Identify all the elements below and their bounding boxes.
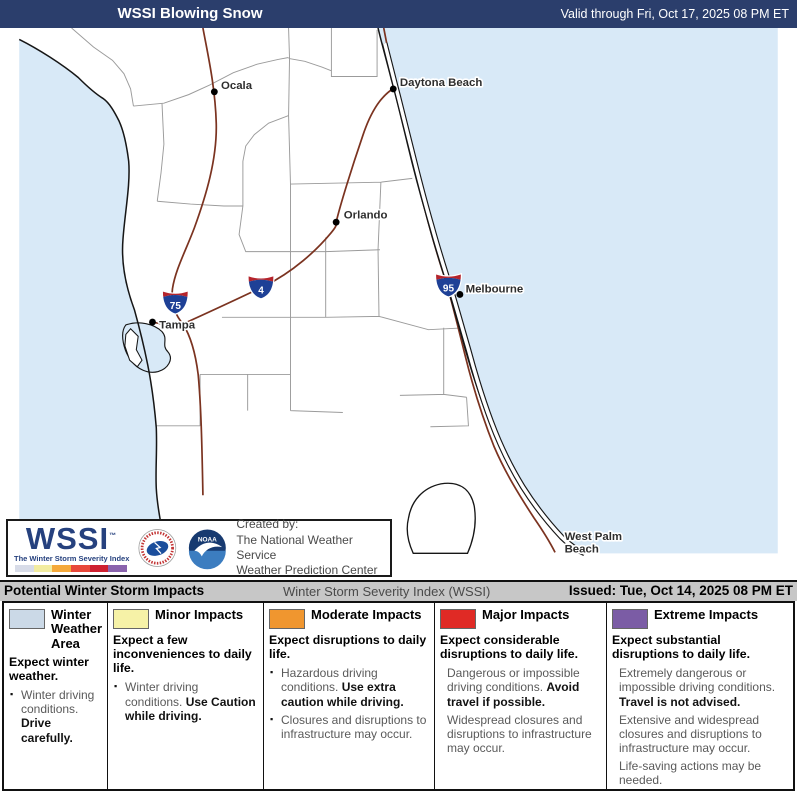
severity-color-3 <box>71 565 90 573</box>
page-title: WSSI Blowing Snow <box>117 5 263 22</box>
legend-bullet: Extremely dangerous or impossible drivin… <box>619 666 776 709</box>
lake-okeechobee <box>406 482 476 555</box>
legend-title: Extreme Impacts <box>654 607 759 622</box>
legend-col-minor-impacts: Minor Impacts Expect a few inconvenience… <box>108 603 264 789</box>
noaa-logo-icon: NOAA <box>188 529 226 570</box>
credit-box: WSSI™ The Winter Storm Severity Index NO… <box>6 517 392 578</box>
legend-title: Winter Weather Area <box>51 607 103 651</box>
wssi-logo: WSSI™ The Winter Storm Severity Index <box>14 520 130 573</box>
credit-line-3: Weather Prediction Center <box>236 563 378 578</box>
nws-logo-icon <box>138 529 177 567</box>
legend-bullet: Extensive and widespread closures and di… <box>619 712 762 756</box>
legend-intro: Expect substantial disruptions to daily … <box>612 633 751 662</box>
title-bar: WSSI Blowing Snow Valid through Fri, Oct… <box>0 0 797 28</box>
legend-header: Extreme Impacts <box>609 606 791 630</box>
bullet-marker: ▪ <box>270 713 274 724</box>
extreme-impacts-swatch <box>612 609 648 629</box>
pinellas-peninsula <box>124 327 143 368</box>
legend-bullet: ▪ Closures and disruptions to infrastruc… <box>270 712 427 741</box>
shield-i4-number: 4 <box>258 286 264 297</box>
legend-title: Major Impacts <box>482 607 570 622</box>
legend-header: Minor Impacts <box>110 606 261 630</box>
city-dot-daytona-beach <box>389 85 397 93</box>
shield-i95-number: 95 <box>443 284 455 295</box>
gulf-coastline <box>18 38 167 554</box>
severity-color-1 <box>33 565 53 573</box>
wssi-wordmark: WSSI™ <box>25 520 117 556</box>
status-bar: Potential Winter Storm Impacts Winter St… <box>0 580 797 601</box>
severity-color-0 <box>15 565 34 573</box>
legend-bullet: Life-saving actions may be needed. <box>619 759 762 788</box>
severity-color-2 <box>52 565 72 573</box>
legend-intro: Expect considerable disruptions to daily… <box>440 633 579 662</box>
city-dot-melbourne <box>456 291 464 298</box>
legend-header: Moderate Impacts <box>266 606 432 630</box>
city-markers: Ocala Daytona Beach Orlando Melbourne Ta… <box>149 75 624 557</box>
noaa-logo-text: NOAA <box>197 537 216 544</box>
legend-header: Winter Weather Area <box>6 606 105 652</box>
city-dot-orlando <box>332 218 340 226</box>
legend-intro: Expect disruptions to daily life. <box>269 633 427 662</box>
severity-color-4 <box>89 565 109 573</box>
city-label-west-palm-beach-1: West Palm <box>565 531 622 543</box>
legend-bullet: Dangerous or impossible driving conditio… <box>447 666 580 709</box>
shield-i75-number: 75 <box>170 301 182 312</box>
status-bar-subtitle: Winter Storm Severity Index (WSSI) <box>283 584 491 599</box>
legend-bullet: ▪ Hazardous driving conditions. Use extr… <box>270 666 404 709</box>
wssi-tagline: The Winter Storm Severity Index <box>14 554 130 564</box>
credit-text: Created by: The National Weather Service… <box>236 517 384 578</box>
impacts-legend: Winter Weather Area Expect winter weathe… <box>2 601 795 791</box>
city-label-ocala: Ocala <box>221 80 253 92</box>
shield-i4: 4 <box>247 274 275 300</box>
credit-line-1: Created by: <box>236 517 299 532</box>
valid-through-label: Valid through Fri, Oct 17, 2025 08 PM ET <box>560 7 789 21</box>
city-label-orlando: Orlando <box>344 209 388 221</box>
shield-i95: 95 <box>434 272 463 298</box>
city-label-tampa: Tampa <box>159 320 196 332</box>
bullet-marker: ▪ <box>270 667 274 678</box>
legend-title: Minor Impacts <box>155 607 244 622</box>
legend-intro: Expect a few inconveniences to daily lif… <box>113 633 252 676</box>
major-impacts-swatch <box>440 609 476 629</box>
gulf-water <box>19 39 166 554</box>
city-label-daytona-beach: Daytona Beach <box>400 77 482 89</box>
city-label-west-palm-beach-2: Beach <box>565 543 599 555</box>
legend-col-moderate-impacts: Moderate Impacts Expect disruptions to d… <box>264 603 435 789</box>
legend-title: Moderate Impacts <box>311 607 422 622</box>
highway-tampa-spur <box>152 321 183 326</box>
wssi-severity-colorbar <box>15 565 128 573</box>
county-boundaries <box>71 28 469 428</box>
interstate-shields: 75 4 95 <box>161 272 463 315</box>
barrier-island <box>383 42 586 555</box>
city-dot-ocala <box>210 88 218 96</box>
city-dot-tampa <box>149 318 156 326</box>
credit-line-2: The National Weather Service <box>236 532 353 562</box>
legend-col-winter-weather-area: Winter Weather Area Expect winter weathe… <box>4 603 108 789</box>
trademark-symbol: ™ <box>109 532 117 540</box>
shield-i75: 75 <box>161 289 189 315</box>
winter-weather-area-swatch <box>9 609 45 629</box>
city-label-melbourne: Melbourne <box>466 284 524 296</box>
legend-header: Major Impacts <box>437 606 604 630</box>
legend-col-extreme-impacts: Extreme Impacts Expect substantial disru… <box>607 603 793 789</box>
atlantic-water <box>378 28 778 554</box>
legend-intro: Expect winter weather. <box>9 654 89 684</box>
status-bar-title: Potential Winter Storm Impacts <box>4 583 205 598</box>
minor-impacts-swatch <box>113 609 149 629</box>
issued-timestamp: Issued: Tue, Oct 14, 2025 08 PM ET <box>568 583 793 598</box>
severity-color-5 <box>108 565 128 573</box>
bullet-marker: ▪ <box>114 681 118 692</box>
highway-i75 <box>171 28 218 496</box>
legend-bullet: ▪ Winter driving conditions. Use Caution… <box>114 680 256 723</box>
legend-bullet: Widespread closures and disruptions to i… <box>447 712 592 756</box>
florida-map: Ocala Daytona Beach Orlando Melbourne Ta… <box>18 28 778 557</box>
bullet-marker: ▪ <box>10 689 14 700</box>
moderate-impacts-swatch <box>269 609 305 629</box>
legend-col-major-impacts: Major Impacts Expect considerable disrup… <box>435 603 607 789</box>
legend-bullet: ▪ Winter driving conditions. Drive caref… <box>10 688 95 745</box>
